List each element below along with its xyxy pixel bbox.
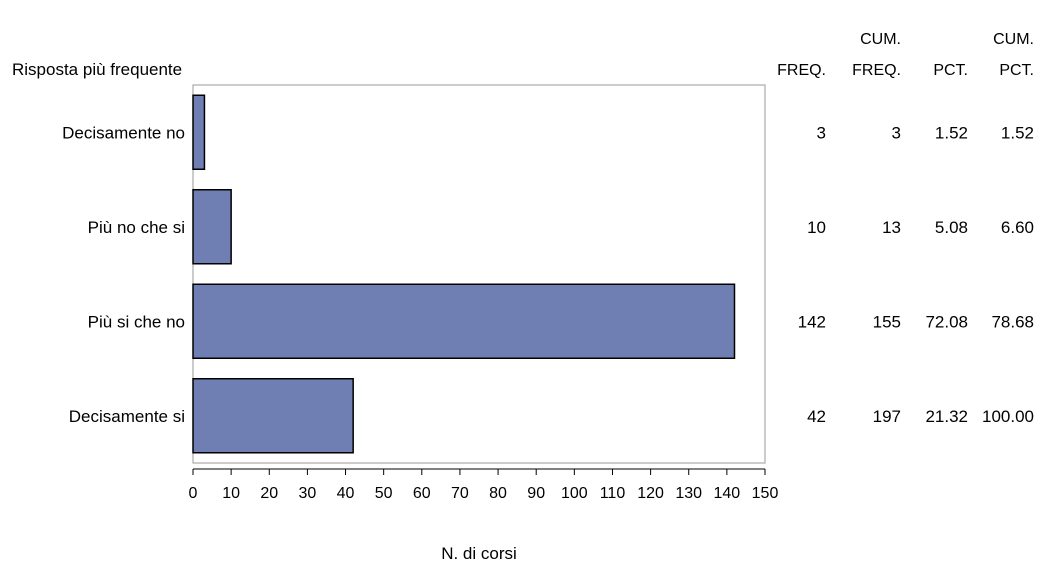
bar <box>192 189 232 265</box>
frequency-table: FREQ. CUM. FREQ. PCT. CUM. PCT. 3 3 1.52 1.52 10 13… <box>777 31 1034 426</box>
y-axis-title: Risposta più frequente <box>12 60 182 79</box>
table-cell: 100.00 <box>982 407 1034 426</box>
x-tick-label: 50 <box>375 485 393 502</box>
table-cell: 21.32 <box>925 407 968 426</box>
x-tick-label: 140 <box>714 485 741 502</box>
x-tick-label: 110 <box>600 485 626 502</box>
table-cell: 5.08 <box>935 218 968 237</box>
table-cell: 1.52 <box>935 123 968 142</box>
bars-layer <box>192 94 736 454</box>
category-label: Più no che si <box>88 218 185 237</box>
table-header: FREQ. <box>852 62 901 79</box>
table-cell: 42 <box>807 407 826 426</box>
table-header-top: CUM. <box>993 31 1034 48</box>
table-cell: 3 <box>817 123 826 142</box>
x-tick-label: 60 <box>413 485 431 502</box>
table-header: PCT. <box>999 62 1034 79</box>
x-tick-label: 130 <box>675 485 702 502</box>
table-cell: 155 <box>873 312 901 331</box>
bar <box>192 94 206 170</box>
x-tick-label: 150 <box>752 485 779 502</box>
x-tick-label: 40 <box>337 485 355 502</box>
x-tick-label: 30 <box>299 485 317 502</box>
x-tick-label: 70 <box>451 485 469 502</box>
x-tick-label: 20 <box>260 485 278 502</box>
table-cell: 197 <box>873 407 901 426</box>
x-tick-label: 0 <box>189 485 198 502</box>
table-cell: 6.60 <box>1001 218 1034 237</box>
x-tick-label: 120 <box>637 485 664 502</box>
table-cell: 1.52 <box>1001 123 1034 142</box>
category-labels: Decisamente no Più no che si Più si che no… <box>62 123 185 426</box>
x-tick-label: 100 <box>561 485 588 502</box>
category-label: Decisamente no <box>62 123 185 142</box>
x-tick-label: 90 <box>527 485 545 502</box>
category-label: Decisamente si <box>69 407 185 426</box>
category-label: Più si che no <box>88 312 185 331</box>
table-header-top: CUM. <box>860 31 901 48</box>
x-tick-label: 80 <box>489 485 507 502</box>
table-cell: 3 <box>892 123 901 142</box>
x-axis: 0 10 20 30 40 50 60 70 80 90 100 110 120 130 140 150 <box>189 468 779 502</box>
x-axis-title: N. di corsi <box>441 544 517 563</box>
table-header: FREQ. <box>777 62 826 79</box>
table-header: PCT. <box>933 62 968 79</box>
table-cell: 72.08 <box>925 312 968 331</box>
bar <box>192 378 354 454</box>
table-cell: 10 <box>807 218 826 237</box>
table-cell: 13 <box>882 218 901 237</box>
x-tick-label: 10 <box>222 485 240 502</box>
table-cell: 78.68 <box>991 312 1034 331</box>
bar <box>192 283 736 359</box>
table-cell: 142 <box>798 312 826 331</box>
